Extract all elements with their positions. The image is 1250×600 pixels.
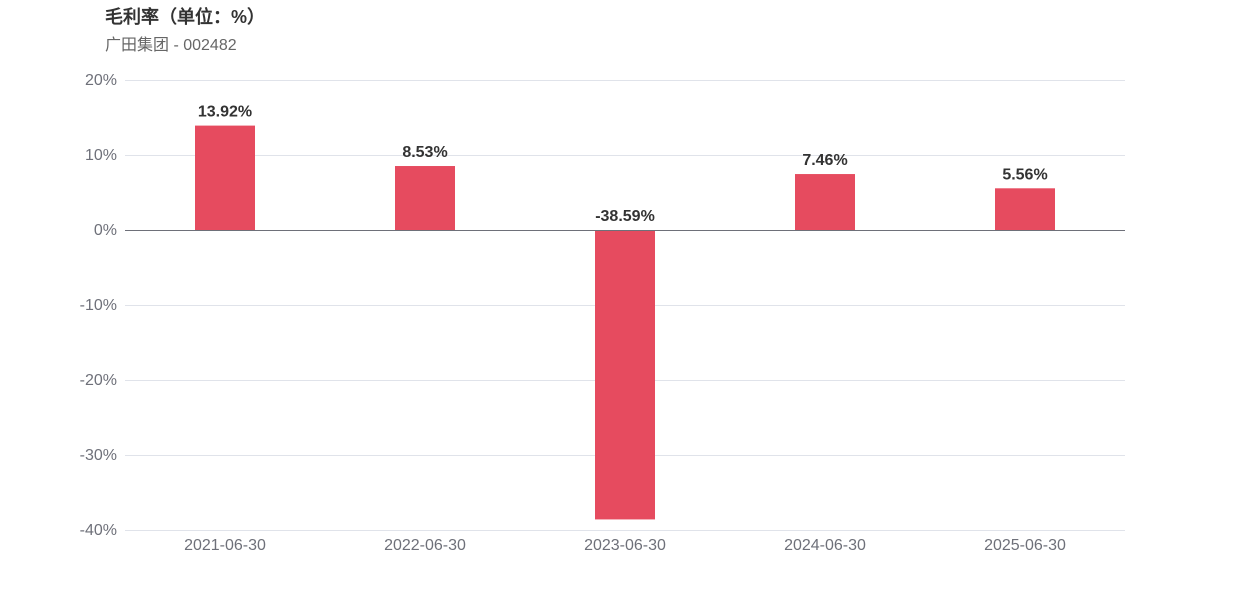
x-tick-label: 2023-06-30: [584, 537, 666, 554]
x-axis-ticks: 2021-06-30 2022-06-30 2023-06-30 2024-06-30…: [184, 537, 1066, 554]
y-tick-label: -30%: [80, 447, 117, 464]
bar-value-label: 7.46%: [802, 152, 847, 169]
y-tick-label: -40%: [80, 522, 117, 539]
x-tick-label: 2025-06-30: [984, 537, 1066, 554]
chart-subtitle: 广田集团 - 002482: [105, 37, 237, 54]
y-axis-ticks: 20% 10% 0% -10% -20% -30% -40%: [80, 72, 117, 539]
bar: [595, 230, 655, 520]
bar-value-label: 13.92%: [198, 104, 252, 121]
y-tick-label: -20%: [80, 372, 117, 389]
chart-title: 毛利率（单位：%）: [105, 7, 266, 27]
y-tick-label: 20%: [85, 72, 117, 89]
bar-value-labels: 13.92% 8.53% -38.59% 7.46% 5.56%: [198, 104, 1048, 225]
bar: [795, 174, 855, 230]
y-tick-label: -10%: [80, 297, 117, 314]
x-tick-label: 2024-06-30: [784, 537, 866, 554]
bar-value-label: -38.59%: [595, 208, 655, 225]
bar: [995, 188, 1055, 230]
bar-value-label: 8.53%: [402, 144, 447, 161]
bar: [395, 166, 455, 230]
y-tick-label: 0%: [94, 222, 117, 239]
bar-value-label: 5.56%: [1002, 166, 1047, 183]
x-tick-label: 2022-06-30: [384, 537, 466, 554]
x-tick-label: 2021-06-30: [184, 537, 266, 554]
bars: [195, 125, 1055, 520]
bar: [195, 125, 255, 230]
y-tick-label: 10%: [85, 147, 117, 164]
grid-lines: [125, 80, 1125, 531]
